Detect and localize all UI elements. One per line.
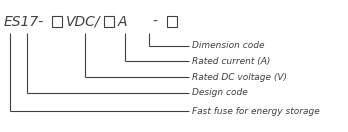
Bar — [104, 16, 114, 27]
Text: Dimension code: Dimension code — [192, 41, 265, 50]
Text: ES17-: ES17- — [4, 15, 44, 29]
Text: -: - — [152, 15, 157, 29]
Bar — [167, 16, 177, 27]
Text: VDC/: VDC/ — [66, 15, 100, 29]
Text: Rated DC voltage (V): Rated DC voltage (V) — [192, 73, 287, 82]
Text: A: A — [117, 15, 127, 29]
Text: Design code: Design code — [192, 88, 248, 97]
Text: Rated current (A): Rated current (A) — [192, 57, 271, 66]
Text: Fast fuse for energy storage: Fast fuse for energy storage — [192, 107, 320, 116]
Bar — [53, 16, 62, 27]
